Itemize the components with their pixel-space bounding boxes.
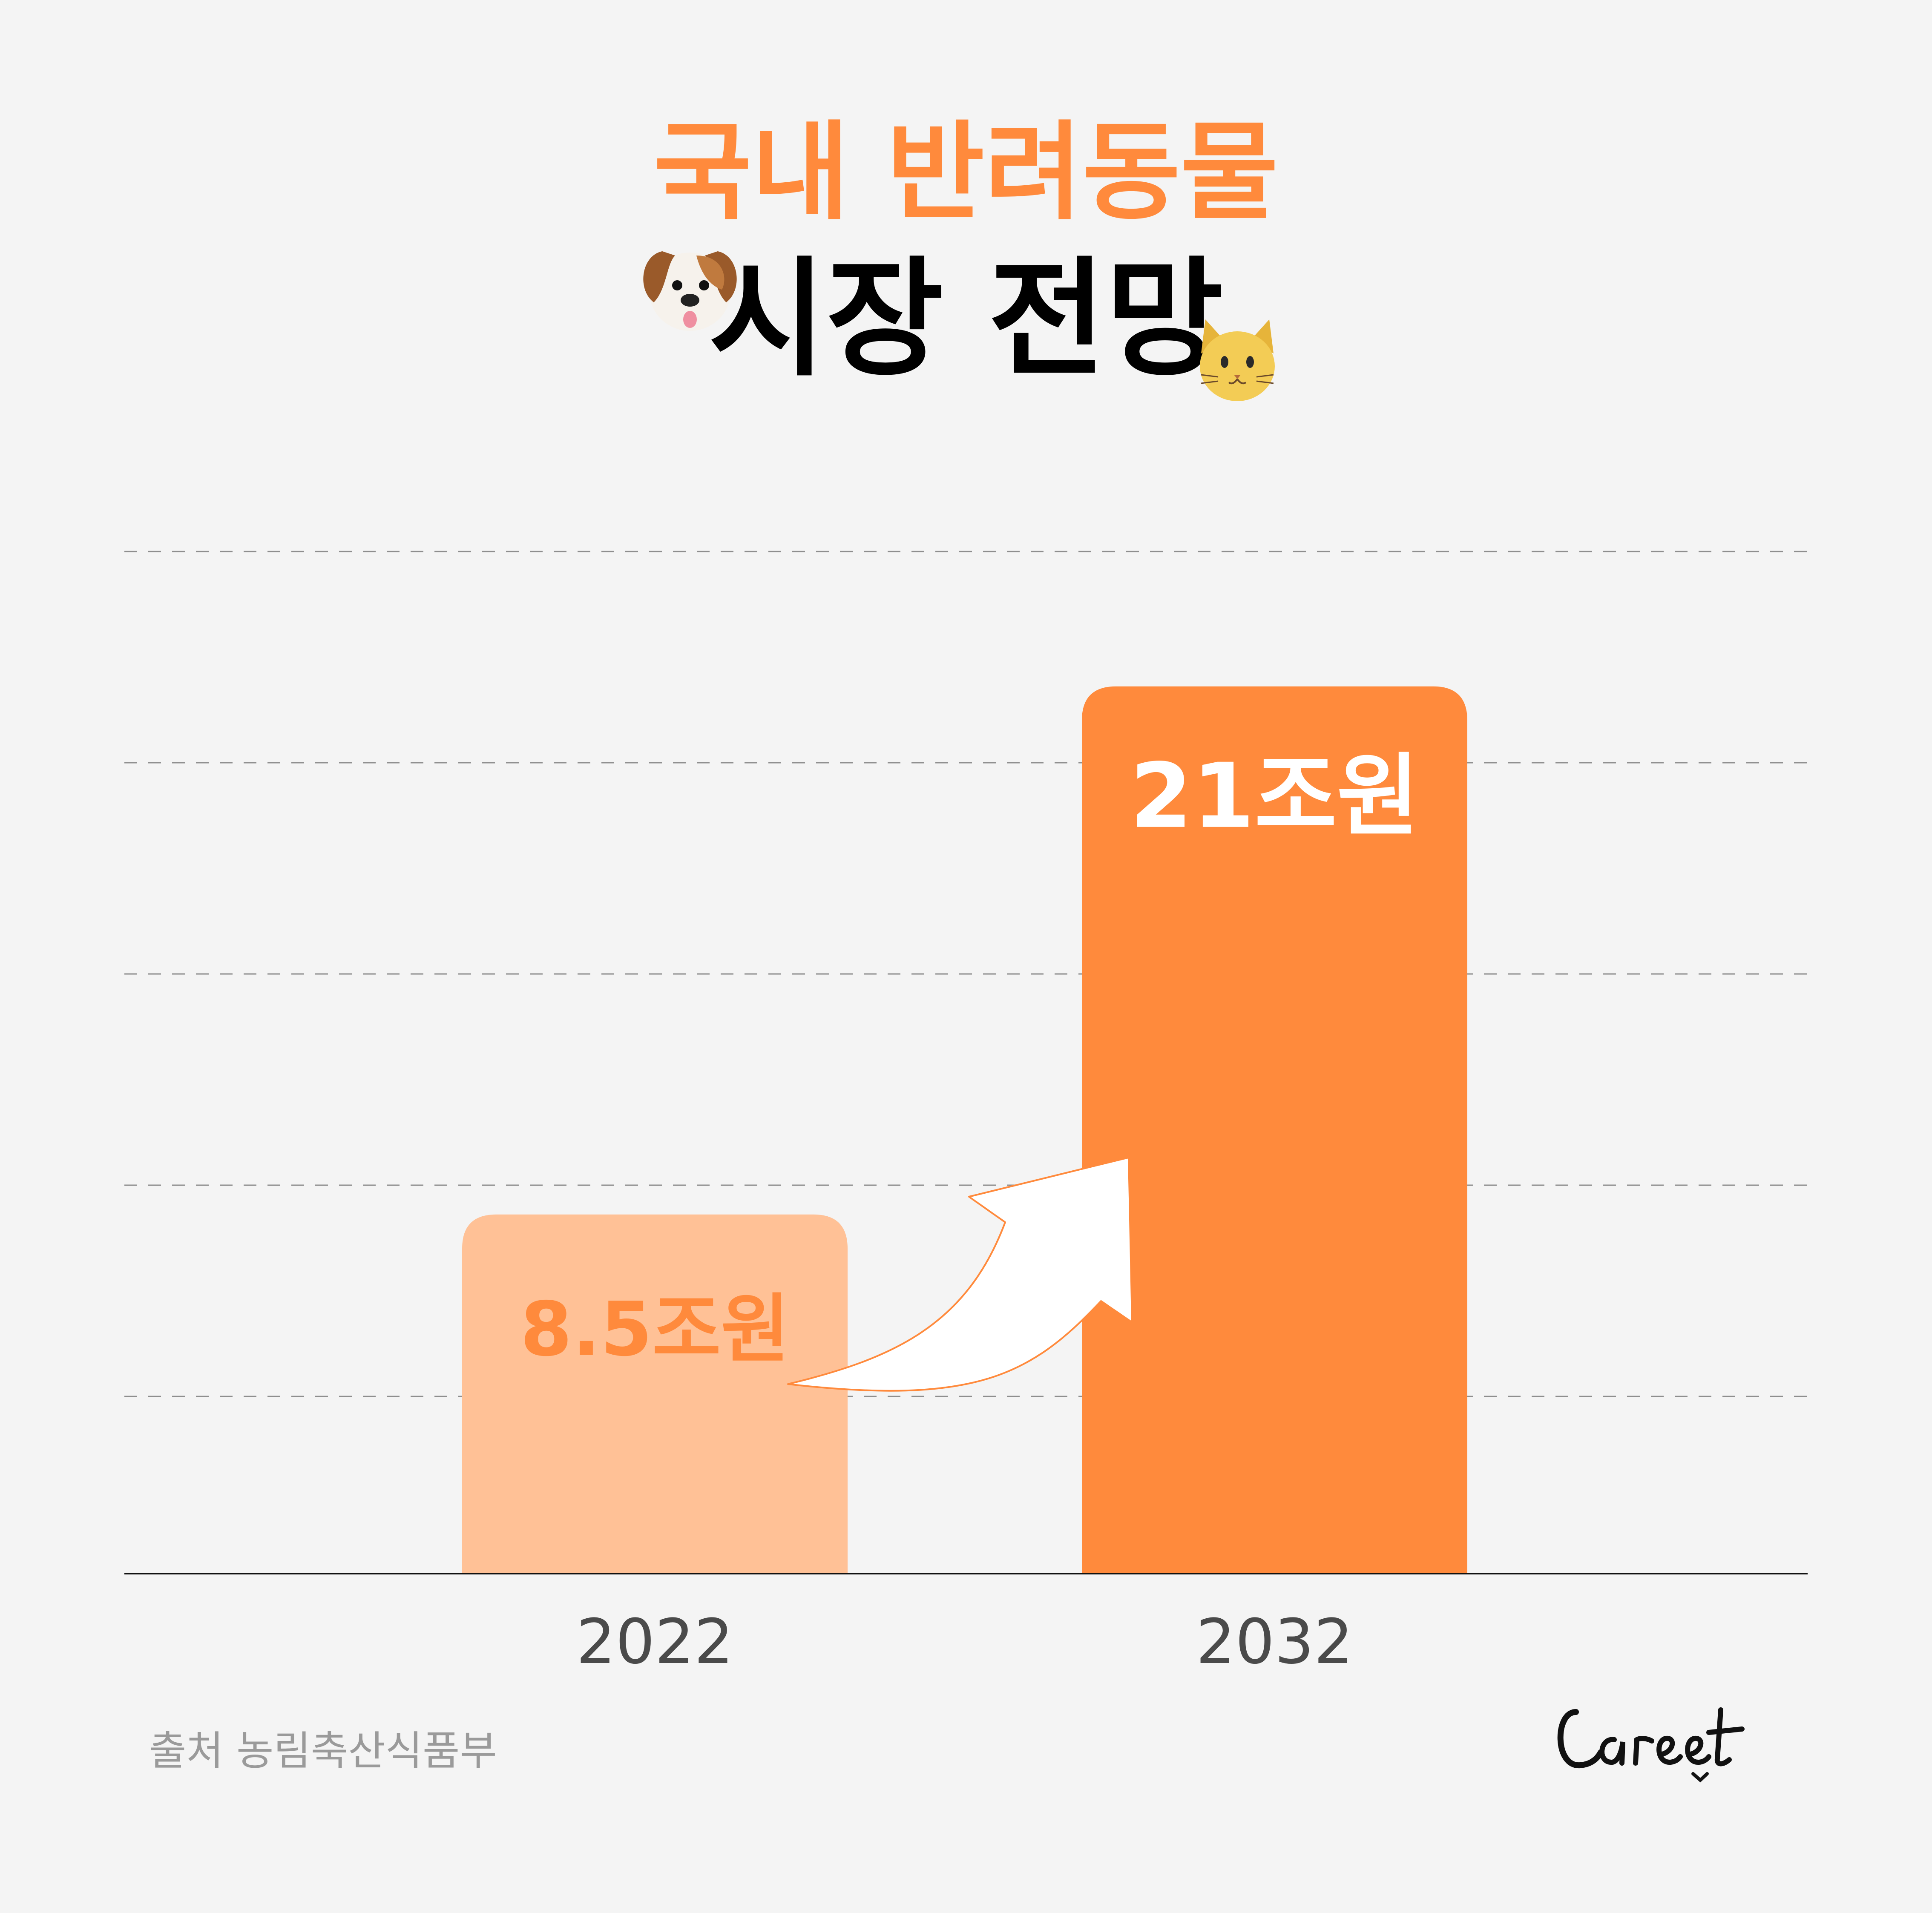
bars xyxy=(462,686,1467,1574)
x-tick-2022: 2022 xyxy=(576,1606,733,1678)
source-note: 출처 농림축산식품부 xyxy=(149,1728,497,1775)
dog-face-icon xyxy=(643,251,737,331)
x-tick-2032: 2032 xyxy=(1196,1606,1353,1678)
data-label-2022: 8.5조원 xyxy=(520,1287,789,1373)
bar-2032 xyxy=(1082,686,1467,1574)
bar-2022 xyxy=(462,1214,848,1574)
cat-face-icon xyxy=(1200,319,1275,401)
data-labels: 8.5조원 21조원 xyxy=(520,744,1419,1373)
title-line2: 시장 전망 xyxy=(708,245,1224,394)
x-tick-labels: 2022 2032 xyxy=(576,1606,1353,1678)
brand-logo: Careet xyxy=(1557,1707,1745,1783)
data-label-2032: 21조원 xyxy=(1130,744,1419,848)
gridlines xyxy=(124,551,1808,1397)
growth-arrow xyxy=(787,1157,1133,1392)
title-line1: 국내 반려동물 xyxy=(653,110,1279,234)
